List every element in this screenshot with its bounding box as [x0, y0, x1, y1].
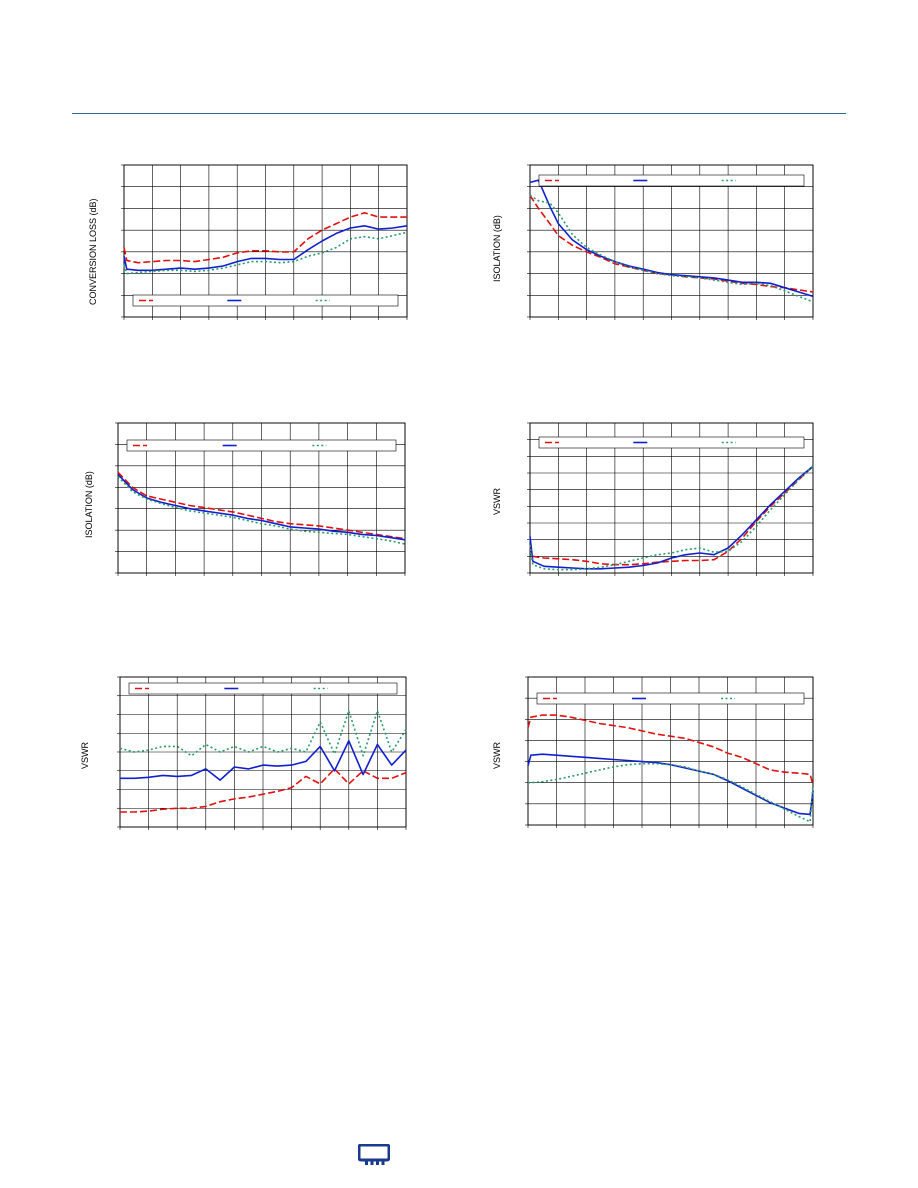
- vswr-chart-3: VSWR: [488, 672, 828, 842]
- legend: [536, 692, 805, 705]
- series-line-2: [529, 179, 814, 298]
- legend-box: [126, 439, 397, 452]
- chart-plot: [121, 164, 408, 320]
- series-line-2: [529, 465, 814, 570]
- vswr-chart-1: VSWR: [488, 418, 828, 588]
- isolation-chart-2: ISOLATION (dB): [76, 418, 416, 588]
- plot-frame: [123, 164, 408, 318]
- chip-logo-icon: [358, 1144, 390, 1165]
- chart-plot: [525, 676, 814, 828]
- chart-plot: [527, 422, 814, 576]
- isolation-chart-1: ISOLATION (dB): [488, 160, 828, 330]
- series-line-1: [529, 465, 814, 566]
- y-axis-label: VSWR: [492, 488, 502, 515]
- series-line-1: [527, 714, 814, 786]
- y-axis-label: ISOLATION (dB): [84, 471, 94, 538]
- series-line-2: [123, 225, 408, 272]
- series-line-1: [117, 471, 406, 540]
- plot-frame: [117, 422, 406, 574]
- series-line-3: [529, 465, 814, 571]
- legend: [132, 294, 399, 307]
- legend-box: [132, 294, 399, 307]
- chart-plot: [115, 422, 406, 576]
- legend-box: [538, 174, 805, 187]
- plot-frame: [529, 422, 814, 574]
- chart-plot: [117, 676, 407, 830]
- y-axis-label: VSWR: [492, 742, 502, 769]
- plot-frame: [529, 164, 814, 318]
- series-line-3: [117, 476, 406, 545]
- legend: [538, 436, 805, 449]
- legend: [128, 682, 398, 695]
- grid: [121, 164, 408, 320]
- legend-box: [128, 682, 398, 695]
- conversion-loss-chart: CONVERSION LOSS (dB): [80, 160, 420, 330]
- series-line-3: [529, 194, 814, 303]
- plot-frame: [119, 676, 407, 828]
- series-line-2: [120, 740, 407, 781]
- series-line-2: [117, 473, 406, 541]
- series-line-1: [120, 768, 407, 813]
- series-line-1: [123, 212, 407, 264]
- legend-box: [538, 436, 805, 449]
- chart-plot: [527, 164, 814, 320]
- plot-frame: [527, 676, 814, 826]
- grid: [117, 676, 407, 830]
- vswr-chart-2: VSWR: [76, 672, 416, 842]
- series-line-3: [528, 762, 814, 823]
- y-axis-label: ISOLATION (dB): [492, 215, 502, 282]
- grid: [527, 164, 814, 320]
- header-rule: [72, 113, 846, 114]
- legend-box: [536, 692, 805, 705]
- y-axis-label: CONVERSION LOSS (dB): [88, 198, 98, 305]
- legend: [126, 439, 397, 452]
- y-axis-label: VSWR: [80, 742, 90, 769]
- legend: [538, 174, 805, 187]
- series-line-3: [123, 231, 408, 275]
